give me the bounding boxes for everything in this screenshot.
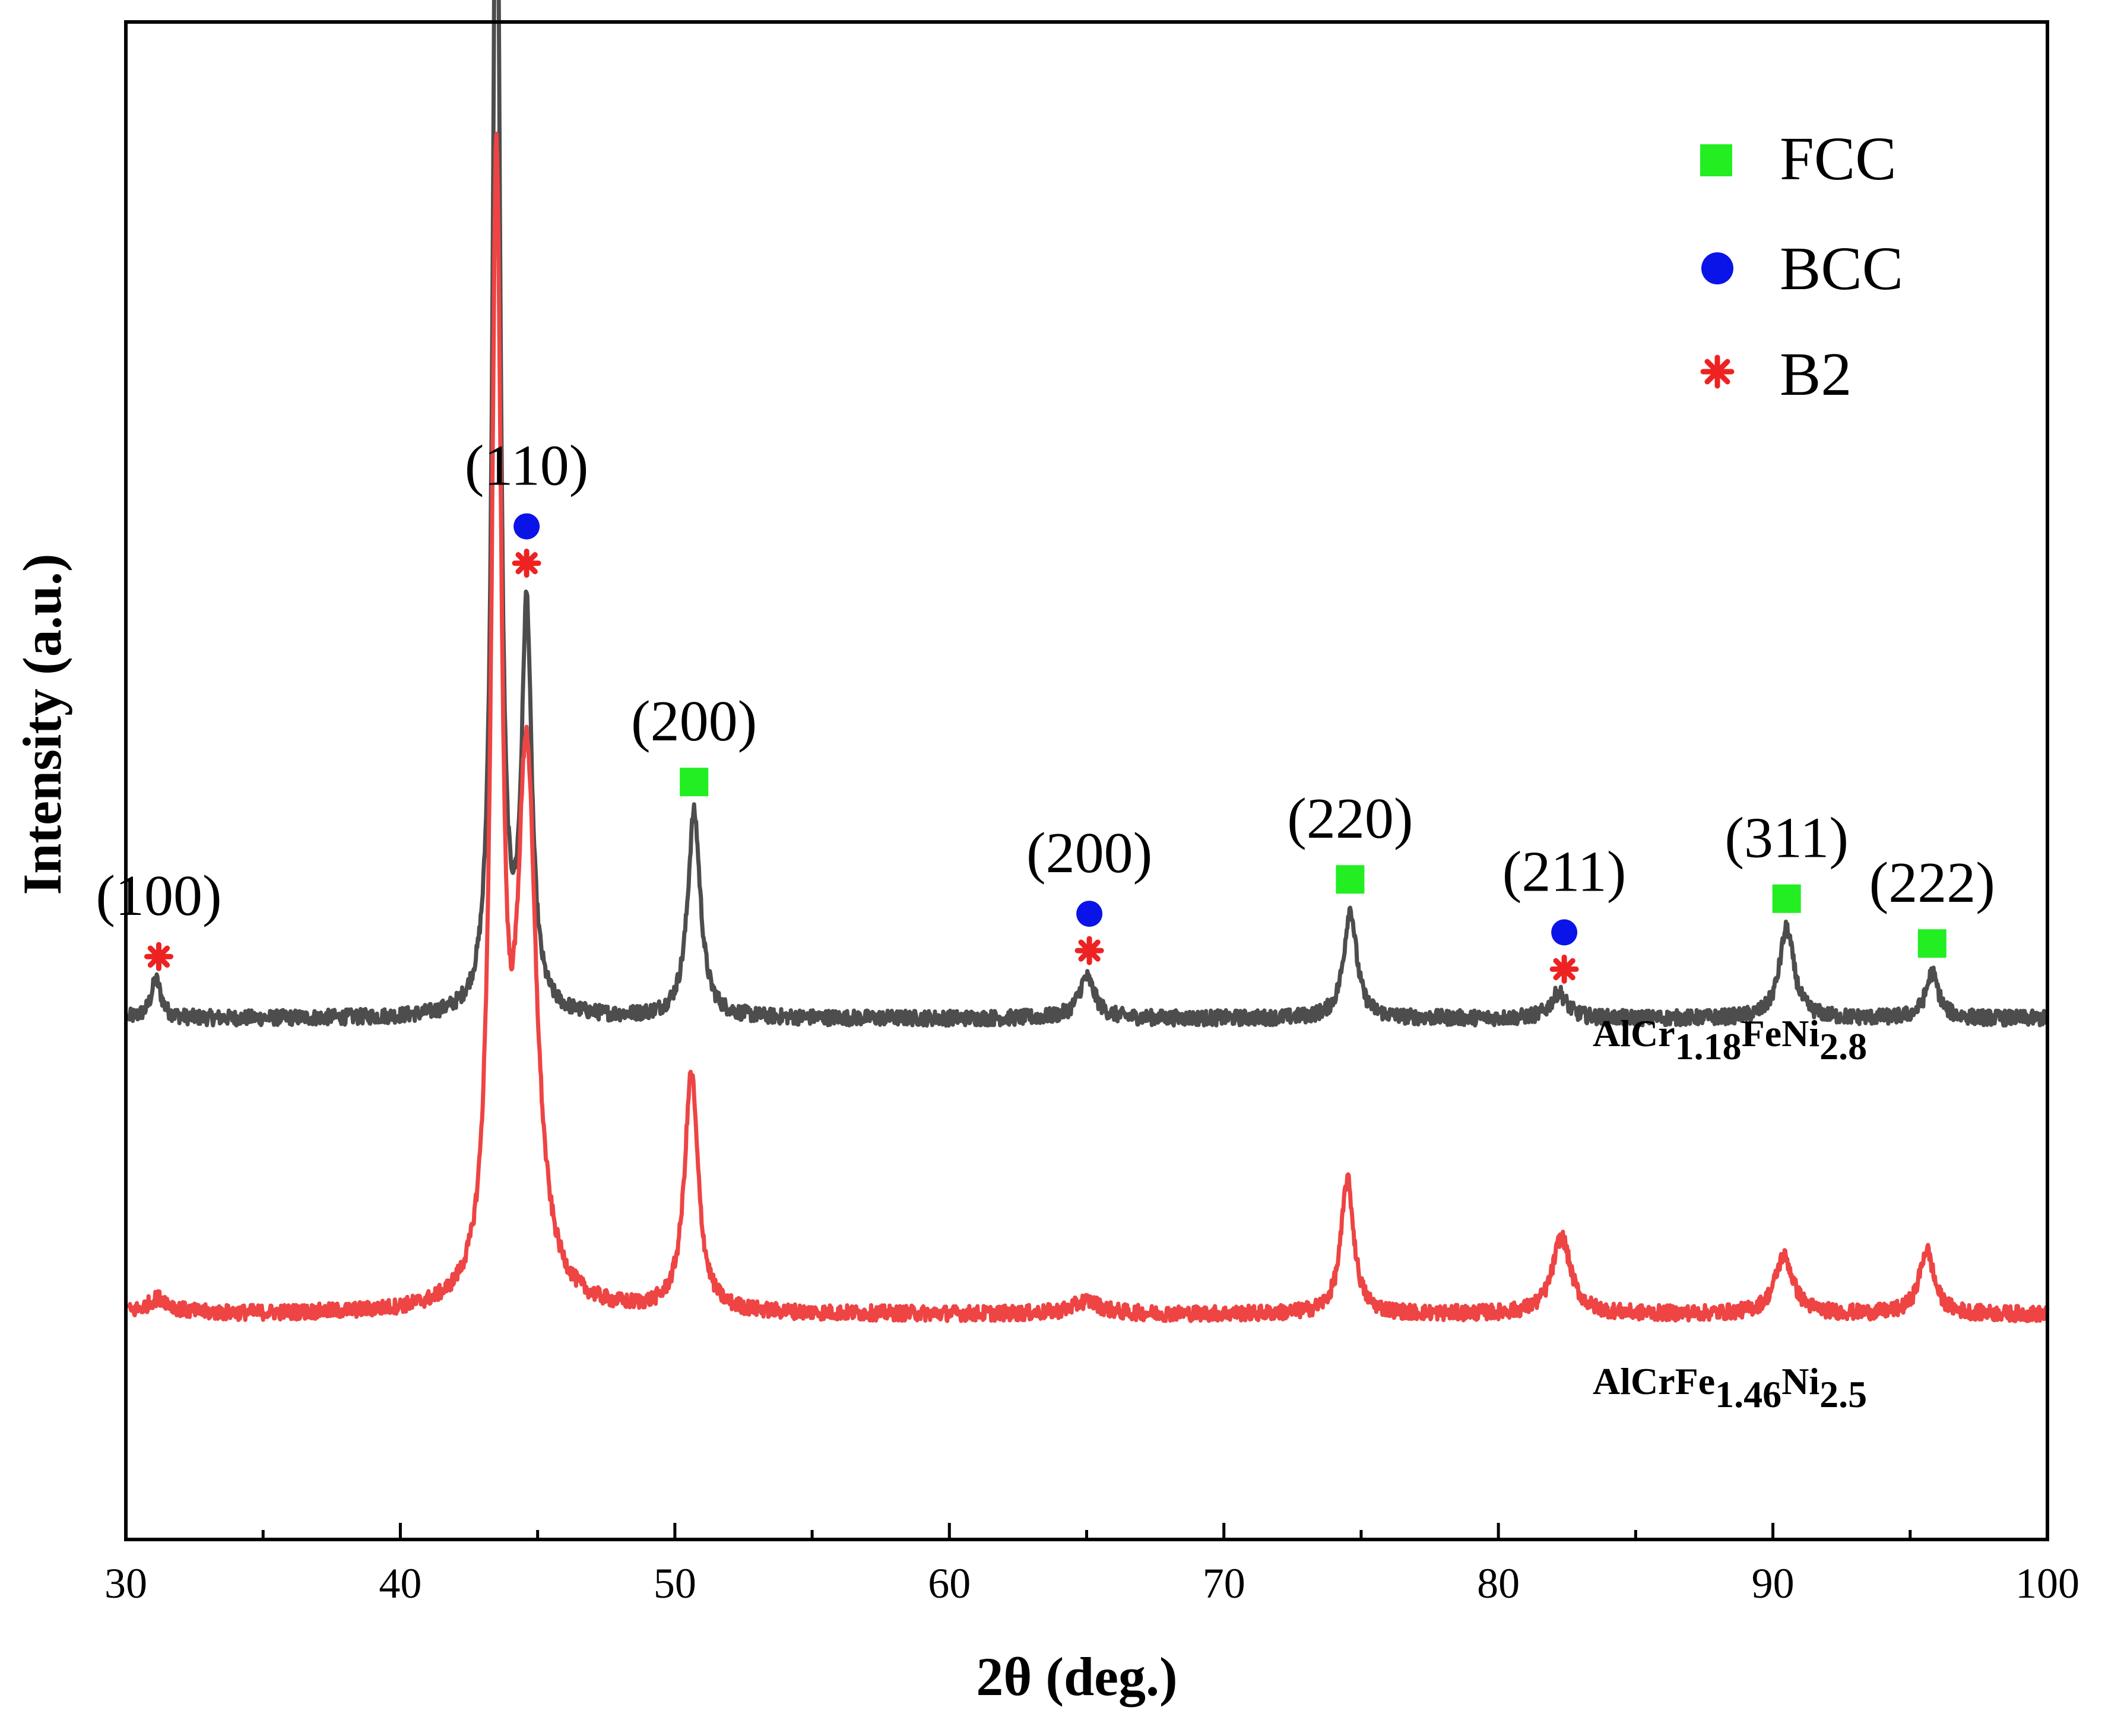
peak-label-7: (211) (1502, 840, 1627, 904)
annotation-7-b2-marker (1549, 954, 1579, 984)
axes: 30 40 50 60 70 80 90 100 (104, 20, 2079, 1607)
x-tick-label-100: 100 (2015, 1560, 2079, 1607)
annotation-9-fcc-marker (1917, 929, 1947, 958)
legend-b2-label: B2 (1780, 340, 1852, 408)
x-tick-label-30: 30 (104, 1560, 147, 1607)
legend-bcc-label: BCC (1780, 235, 1903, 303)
legend-fcc-label: FCC (1780, 125, 1897, 193)
annotation-7-bcc-marker (1551, 919, 1578, 946)
xrd-pattern-2 (127, 131, 2050, 1323)
x-tick-label-90: 90 (1752, 1560, 1795, 1607)
sample-1-subscript-2: 2.8 (1819, 1025, 1867, 1067)
x-tick-label-40: 40 (379, 1560, 421, 1607)
legend-b2-marker (1700, 354, 1735, 389)
peak-label-8: (311) (1724, 806, 1849, 870)
annotation-5-b2-marker (1074, 936, 1104, 965)
annotation-5-bcc-marker (1076, 901, 1103, 927)
y-axis-label: Intensity (a.u.) (12, 553, 72, 895)
sample-2-subscript-2: 2.5 (1819, 1373, 1867, 1415)
peak-annotations: (100)(111)(110)(200)(200)(220)(211)(311)… (96, 434, 1995, 984)
sample-label-2: AlCrFe1.46Ni2.5 (1593, 1360, 1867, 1415)
plot-area (126, 0, 2050, 1323)
peak-label-9: (222) (1869, 851, 1995, 915)
x-axis-label: 2θ (deg.) (976, 1646, 1177, 1707)
legend-fcc-marker (1700, 144, 1732, 176)
sample-2-part-2: Ni (1781, 1360, 1819, 1402)
peak-label-3: (110) (465, 434, 589, 498)
peak-label-4: (200) (631, 689, 757, 753)
x-tick-label-50: 50 (654, 1560, 696, 1607)
annotation-4-fcc-marker (680, 768, 709, 797)
sample-1-part-2: FeNi (1742, 1012, 1820, 1054)
sample-1-subscript-1: 1.18 (1675, 1025, 1742, 1067)
annotation-3-bcc-marker (513, 513, 540, 540)
b2-asterisk-legend (1700, 354, 1735, 389)
x-tick-label-80: 80 (1477, 1560, 1520, 1607)
peak-label-5: (200) (1026, 821, 1152, 885)
annotation-1-b2-marker (144, 942, 173, 971)
x-tick-label-60: 60 (928, 1560, 971, 1607)
annotation-3-b2-marker (512, 549, 541, 578)
sample-2-subscript-1: 1.46 (1715, 1373, 1781, 1415)
sample-1-part-1: AlCr (1593, 1012, 1675, 1054)
xrd-pattern-1 (126, 0, 2049, 1028)
peak-label-1: (100) (96, 864, 221, 928)
sample-2-part-1: AlCrFe (1593, 1360, 1715, 1402)
x-tick-label-70: 70 (1203, 1560, 1245, 1607)
annotation-8-fcc-marker (1772, 884, 1801, 913)
annotation-6-fcc-marker (1336, 865, 1365, 894)
sample-label-1: AlCr1.18FeNi2.8 (1593, 1012, 1867, 1067)
legend: FCC BCC B2 (1700, 125, 1903, 408)
legend-bcc-marker (1701, 252, 1733, 284)
peak-label-6: (220) (1287, 787, 1413, 851)
